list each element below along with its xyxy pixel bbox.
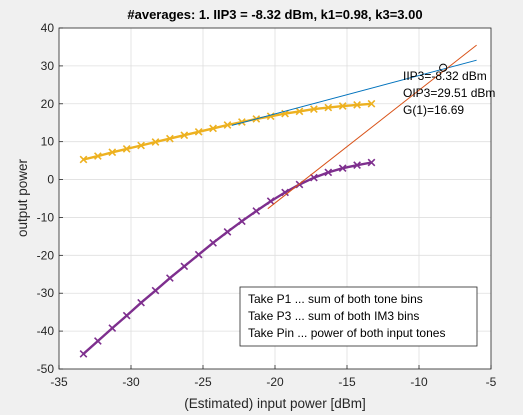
legend-line-2: Take P3 ... sum of both IM3 bins [248,309,419,323]
data-point-series-2 [367,158,376,167]
gain-label: G(1)=16.69 [403,103,464,117]
data-point-series-2 [180,262,189,271]
data-point-series-2 [310,173,318,182]
data-point-series-2 [194,250,203,259]
x-tick-label: -10 [410,375,428,389]
ticks: -35 -30 -25 -20 -15 -10 -5 -50 -40 -30 -20 -10 0 10 20… [37,21,497,389]
data-point-series-2 [122,311,131,320]
data-point-series-2 [223,227,232,236]
chart-title: #averages: 1. IIP3 = -8.32 dBm, k1=0.98,… [127,7,422,22]
data-point-series-2 [238,217,246,226]
data-point-series-1 [295,107,304,116]
data-point-series-1 [238,118,246,126]
x-tick-label: -25 [194,375,212,389]
data-point-series-2 [266,197,275,206]
x-tick-label: -5 [486,375,497,389]
data-point-series-1 [79,155,88,164]
data-point-series-1 [137,141,145,150]
data-point-series-1 [338,102,347,110]
series-layer [79,44,477,358]
y-tick-label: 30 [41,59,55,73]
y-tick-label: -30 [37,286,55,300]
y-tick-label: 10 [41,135,55,149]
legend-box: Take P1 ... sum of both tone bins Take P… [239,286,478,347]
data-point-series-1 [353,101,361,109]
series-line-4 [267,44,477,210]
data-point-series-2 [94,337,102,345]
y-tick-label: 40 [41,21,55,35]
data-point-series-1 [94,152,102,160]
data-point-series-2 [209,238,217,247]
iip3-label: IIP3=-8.32 dBm [403,69,487,83]
series-line-3 [231,59,477,126]
data-point-series-1 [108,148,117,157]
data-point-series-1 [209,124,217,133]
data-point-series-2 [151,286,160,295]
y-axis-label: output power [15,158,30,237]
data-point-series-2 [166,274,174,282]
x-axis-label: (Estimated) input power [dBm] [184,396,366,411]
data-point-series-1 [223,121,232,129]
y-tick-label: 20 [41,97,55,111]
x-tick-label: -20 [266,375,284,389]
data-point-series-1 [122,145,131,153]
data-point-series-2 [79,349,88,358]
y-tick-label: 0 [47,173,54,187]
intercept-annotation: IIP3=-8.32 dBm OIP3=29.51 dBm G(1)=16.69 [403,69,495,117]
x-tick-label: -35 [50,375,68,389]
data-point-series-2 [338,164,347,173]
y-tick-label: -50 [37,362,55,376]
legend-frame [239,286,478,347]
data-point-series-1 [166,134,174,143]
data-point-series-2 [108,324,117,332]
data-point-series-1 [310,105,318,113]
data-point-series-2 [353,161,361,170]
data-point-series-2 [281,188,289,197]
x-tick-label: -30 [122,375,140,389]
oip3-label: OIP3=29.51 dBm [403,86,495,100]
y-tick-label: -10 [37,210,55,224]
y-tick-label: -20 [37,248,55,262]
x-tick-label: -15 [338,375,356,389]
y-tick-label: -40 [37,324,55,338]
data-point-series-2 [252,207,261,215]
data-point-series-1 [194,127,203,136]
data-point-series-2 [137,298,145,307]
data-point-series-2 [324,168,333,177]
intercept-marker [439,63,448,72]
legend-line-1: Take P1 ... sum of both tone bins [248,292,423,306]
data-point-series-1 [151,138,160,146]
data-point-series-1 [324,103,333,112]
legend-line-3: Take Pin ... power of both input tones [248,326,445,340]
data-point-series-1 [180,131,189,140]
data-point-series-1 [367,99,376,108]
